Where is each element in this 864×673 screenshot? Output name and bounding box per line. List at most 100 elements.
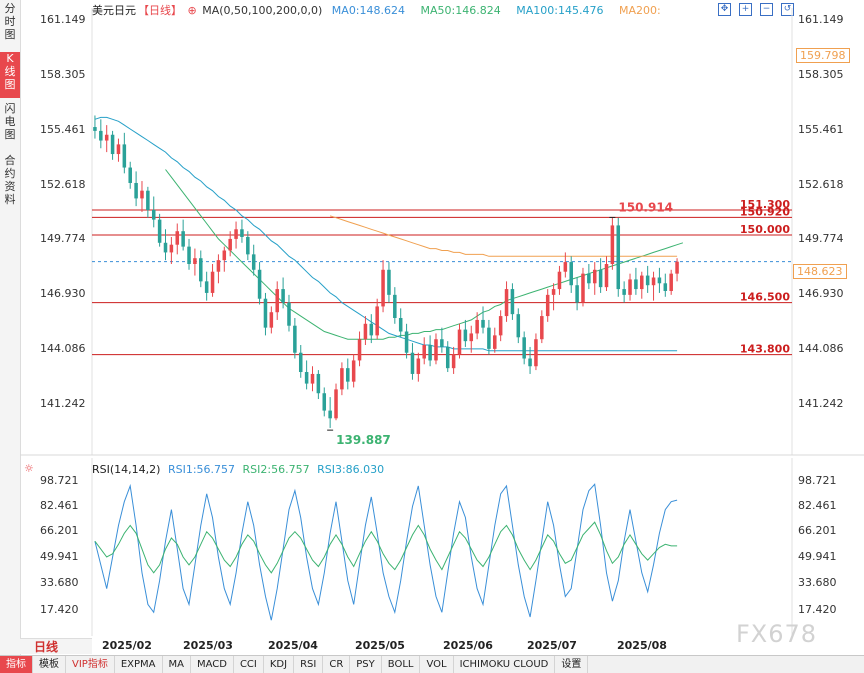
candle[interactable] <box>604 256 609 292</box>
candle[interactable] <box>181 219 185 251</box>
candle[interactable] <box>434 333 438 365</box>
candle[interactable] <box>257 262 262 305</box>
candle[interactable] <box>522 331 526 365</box>
settings-icon[interactable]: ⊕ <box>187 4 197 17</box>
candle[interactable] <box>175 223 180 255</box>
candle[interactable] <box>310 366 315 392</box>
candle[interactable] <box>422 337 426 365</box>
candle[interactable] <box>104 125 109 153</box>
period-tab[interactable]: 日线 <box>20 638 92 654</box>
zoom-in-icon[interactable]: + <box>739 3 752 16</box>
candle[interactable] <box>575 277 579 311</box>
candle[interactable] <box>598 258 603 293</box>
candle[interactable] <box>540 310 544 344</box>
candle[interactable] <box>334 383 338 421</box>
tab-flash-chart[interactable]: 闪 电 图 <box>4 102 16 141</box>
candle[interactable] <box>387 262 391 303</box>
candle[interactable] <box>246 231 250 261</box>
candle[interactable] <box>169 236 174 264</box>
candle[interactable] <box>228 231 232 257</box>
toolbar-boll[interactable]: BOLL <box>382 656 421 673</box>
candle[interactable] <box>510 283 515 320</box>
candle[interactable] <box>134 171 138 207</box>
rsi-settings-icon[interactable]: ☼ <box>24 462 34 475</box>
candle[interactable] <box>416 352 421 382</box>
toolbar-settings[interactable]: 设置 <box>555 656 589 673</box>
candle[interactable] <box>581 267 585 307</box>
candle[interactable] <box>93 115 97 139</box>
candle[interactable] <box>275 281 279 320</box>
candle[interactable] <box>628 273 632 301</box>
candle[interactable] <box>369 314 374 344</box>
candle[interactable] <box>157 213 162 247</box>
candle[interactable] <box>440 327 444 353</box>
tab-timeshare-chart[interactable]: 分 时 图 <box>4 2 16 41</box>
zoom-out-icon[interactable]: − <box>760 3 773 16</box>
move-icon[interactable]: ✥ <box>718 3 731 16</box>
toolbar-psy[interactable]: PSY <box>350 656 382 673</box>
candle[interactable] <box>616 217 621 297</box>
candle[interactable] <box>116 138 121 162</box>
candle[interactable] <box>234 221 238 249</box>
candle[interactable] <box>404 323 409 359</box>
candle[interactable] <box>357 331 362 367</box>
toolbar-vol[interactable]: VOL <box>420 656 454 673</box>
candle[interactable] <box>146 186 150 218</box>
candle[interactable] <box>563 252 568 278</box>
candle[interactable] <box>316 370 321 400</box>
candle[interactable] <box>269 306 274 334</box>
candle[interactable] <box>381 260 385 313</box>
candle[interactable] <box>340 362 344 396</box>
candle[interactable] <box>204 271 209 301</box>
toolbar-macd[interactable]: MACD <box>191 656 234 673</box>
candle[interactable] <box>640 271 644 299</box>
candle[interactable] <box>393 287 397 324</box>
candle[interactable] <box>187 238 191 270</box>
candle[interactable] <box>592 262 597 295</box>
candle[interactable] <box>251 244 256 276</box>
candle[interactable] <box>363 316 368 346</box>
candle[interactable] <box>451 346 456 374</box>
candle[interactable] <box>663 273 668 297</box>
candle[interactable] <box>634 267 638 295</box>
candle[interactable] <box>587 263 591 290</box>
candle[interactable] <box>487 319 491 355</box>
candle[interactable] <box>534 333 538 371</box>
candle[interactable] <box>504 281 509 322</box>
candle[interactable] <box>263 292 268 336</box>
candle[interactable] <box>122 132 127 174</box>
candle[interactable] <box>610 217 615 270</box>
candle[interactable] <box>481 306 485 334</box>
candle[interactable] <box>669 269 673 295</box>
toolbar-cci[interactable]: CCI <box>234 656 264 673</box>
candle[interactable] <box>551 283 556 311</box>
candle[interactable] <box>651 271 656 301</box>
candle[interactable] <box>193 248 197 276</box>
toolbar-templates[interactable]: 模板 <box>33 656 66 673</box>
candle[interactable] <box>657 267 662 293</box>
candle[interactable] <box>557 265 562 295</box>
candle[interactable] <box>293 318 297 359</box>
candle[interactable] <box>304 360 309 390</box>
candle[interactable] <box>528 346 532 374</box>
candle[interactable] <box>151 196 156 228</box>
candle[interactable] <box>328 397 332 428</box>
candle[interactable] <box>475 312 479 340</box>
toolbar-indicators[interactable]: 指标 <box>0 656 33 673</box>
candle[interactable] <box>140 181 144 212</box>
candle[interactable] <box>398 308 403 338</box>
candle[interactable] <box>346 358 350 390</box>
toolbar-expma[interactable]: EXPMA <box>115 656 163 673</box>
candle[interactable] <box>240 219 244 243</box>
candle[interactable] <box>445 341 450 373</box>
toolbar-ichimoku-cloud[interactable]: ICHIMOKU CLOUD <box>454 656 556 673</box>
candle[interactable] <box>216 254 221 284</box>
candle[interactable] <box>99 119 103 149</box>
candle[interactable] <box>210 263 215 297</box>
candle[interactable] <box>287 294 291 332</box>
candle[interactable] <box>222 246 227 272</box>
tab-contract-info[interactable]: 合 约 资 料 <box>4 154 16 206</box>
candle[interactable] <box>199 250 203 288</box>
candle[interactable] <box>622 281 626 303</box>
